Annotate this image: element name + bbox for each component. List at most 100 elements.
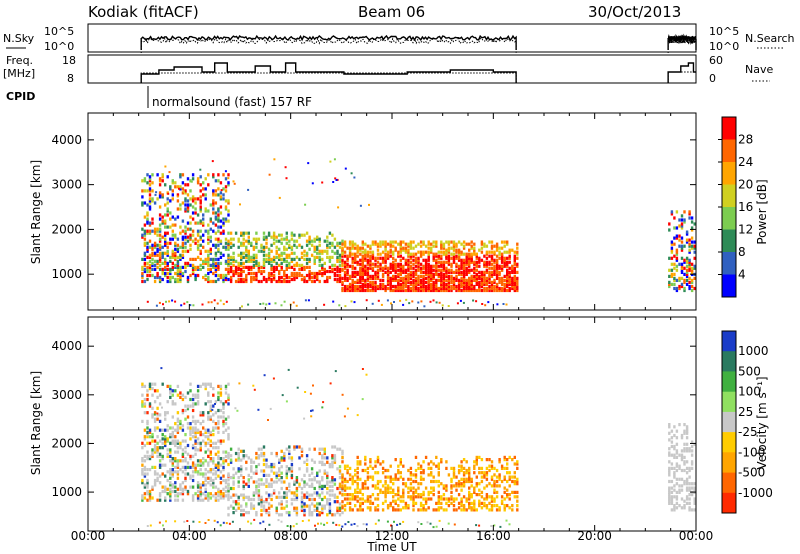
heatmap-cell — [462, 270, 466, 274]
heatmap-cell — [174, 255, 177, 259]
heatmap-cell — [293, 263, 296, 267]
heatmap-cell — [386, 504, 390, 508]
heatmap-cell — [305, 273, 309, 278]
heatmap-cell — [480, 272, 484, 276]
heatmap-cell — [675, 234, 679, 238]
heatmap-cell — [470, 256, 473, 260]
heatmap-cell — [503, 260, 506, 264]
heatmap-cell — [452, 284, 456, 289]
heatmap-cell — [371, 254, 375, 258]
heatmap-cell — [442, 278, 446, 282]
heatmap-cell — [361, 482, 364, 486]
nsky-right-tick-bottom: 10^0 — [709, 40, 739, 53]
heatmap-cell — [232, 480, 235, 484]
heatmap-cell — [314, 524, 316, 527]
heatmap-cell — [506, 288, 509, 293]
heatmap-cell — [338, 508, 342, 512]
heatmap-cell — [673, 242, 676, 246]
heatmap-cell — [242, 279, 245, 284]
heatmap-cell — [386, 299, 389, 302]
heatmap-cell — [303, 279, 306, 284]
heatmap-cell — [356, 270, 359, 274]
heatmap-cell — [141, 402, 144, 406]
heatmap-cell — [668, 228, 671, 232]
heatmap-cell — [164, 463, 167, 467]
heatmap-cell — [354, 288, 357, 293]
heatmap-cell — [678, 278, 681, 282]
heatmap-cell — [688, 286, 691, 291]
heatmap-cell — [222, 422, 225, 426]
heatmap-cell — [227, 181, 230, 185]
heatmap-cell — [511, 248, 514, 252]
heatmap-cell — [359, 490, 362, 494]
heatmap-cell — [359, 288, 362, 293]
heatmap-cell — [158, 243, 162, 247]
heatmap-cell — [493, 278, 496, 282]
heatmap-cell — [146, 217, 149, 221]
heatmap-cell — [245, 231, 248, 235]
heatmap-cell — [346, 276, 349, 280]
heatmap-cell — [153, 259, 157, 263]
heatmap-cell — [169, 384, 172, 388]
x-tick-label: 12:00 — [375, 529, 410, 543]
heatmap-cell — [364, 252, 367, 256]
heatmap-cell — [437, 497, 440, 501]
heatmap-cell — [678, 238, 681, 242]
heatmap-cell — [343, 493, 347, 497]
heatmap-cell — [262, 302, 265, 305]
heatmap-cell — [430, 282, 433, 286]
heatmap-cell — [326, 277, 329, 282]
heatmap-cell — [194, 393, 197, 397]
colorbar-tick-label: 28 — [738, 133, 753, 147]
heatmap-cell — [174, 257, 177, 261]
heatmap-cell — [457, 501, 461, 505]
heatmap-cell — [470, 508, 473, 512]
heatmap-cell — [508, 260, 511, 264]
heatmap-cell — [164, 233, 167, 237]
heatmap-cell — [457, 254, 461, 258]
heatmap-cell — [151, 439, 154, 443]
heatmap-cell — [668, 471, 671, 475]
heatmap-cell — [234, 500, 238, 504]
heatmap-cell — [161, 271, 164, 276]
heatmap-cell — [397, 264, 400, 268]
heatmap-cell — [331, 493, 334, 497]
heatmap-cell — [267, 473, 271, 477]
heatmap-cell — [516, 282, 519, 286]
heatmap-cell — [202, 433, 205, 437]
heatmap-cell — [353, 301, 356, 304]
heatmap-cell — [217, 450, 220, 454]
heatmap-cell — [493, 479, 496, 484]
heatmap-cell — [392, 488, 395, 492]
heatmap-cell — [361, 260, 364, 264]
heatmap-cell — [670, 429, 674, 433]
heatmap-cell — [270, 279, 273, 284]
heatmap-cell — [247, 239, 250, 243]
heatmap-cell — [285, 265, 288, 269]
heatmap-cell — [227, 261, 230, 265]
heatmap-cell — [176, 428, 180, 432]
heatmap-cell — [265, 462, 268, 467]
heatmap-cell — [283, 247, 286, 251]
heatmap-cell — [209, 417, 212, 421]
heatmap-cell — [323, 303, 326, 306]
heatmap-cell — [457, 484, 461, 488]
heatmap-cell — [179, 422, 182, 426]
heatmap-cell — [424, 250, 428, 254]
heatmap-cell — [169, 496, 172, 500]
heatmap-cell — [166, 245, 169, 249]
heatmap-cell — [169, 426, 172, 430]
heatmap-cell — [196, 489, 200, 494]
heatmap-cell — [440, 501, 443, 505]
heatmap-cell — [224, 485, 228, 489]
heatmap-cell — [167, 192, 170, 195]
heatmap-cell — [495, 479, 499, 484]
heatmap-cell — [151, 452, 154, 456]
heatmap-cell — [392, 260, 395, 264]
heatmap-cell — [668, 425, 671, 429]
heatmap-cell — [305, 495, 309, 499]
heatmap-cell — [158, 393, 162, 397]
heatmap-cell — [414, 282, 418, 286]
heatmap-cell — [683, 482, 686, 486]
heatmap-cell — [475, 280, 478, 284]
